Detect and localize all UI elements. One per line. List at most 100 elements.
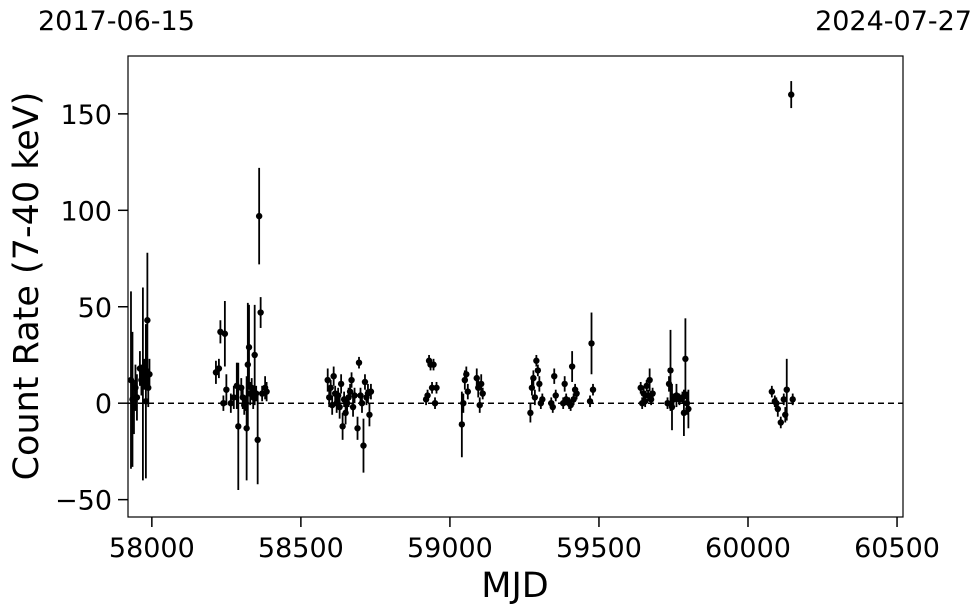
data-point — [552, 392, 559, 399]
data-point — [358, 399, 366, 407]
data-point — [244, 361, 252, 368]
data-point — [530, 374, 537, 382]
data-point — [257, 309, 264, 316]
data-point — [238, 384, 245, 391]
data-point — [679, 394, 686, 401]
data-point — [527, 409, 534, 417]
data-point — [664, 399, 671, 407]
data-point — [649, 390, 656, 397]
data-point — [342, 409, 349, 417]
data-point — [130, 403, 138, 411]
data-point — [461, 376, 469, 384]
data-point — [248, 384, 255, 391]
data-point — [534, 367, 542, 374]
data-point — [568, 363, 576, 370]
data-point — [533, 357, 540, 364]
data-point — [479, 390, 486, 397]
data-point — [463, 371, 470, 378]
data-point — [132, 384, 139, 391]
data-point — [330, 372, 337, 380]
data-point — [424, 392, 431, 399]
data-point — [220, 399, 227, 407]
y-tick-label: −50 — [55, 486, 112, 517]
data-point — [142, 398, 150, 405]
y-tick-label: 0 — [95, 389, 112, 420]
data-point — [243, 425, 250, 432]
x-tick-label: 58500 — [258, 533, 344, 564]
data-point — [221, 330, 229, 337]
data-point — [665, 380, 673, 388]
data-point — [139, 380, 147, 388]
data-point — [223, 386, 230, 393]
data-point — [360, 442, 367, 449]
data-point — [643, 382, 650, 390]
data-point — [351, 392, 358, 399]
data-point — [682, 355, 689, 363]
data-point — [647, 396, 655, 403]
data-point — [144, 317, 151, 324]
data-point — [782, 411, 789, 418]
data-point — [774, 405, 782, 413]
start-date-label: 2017-06-15 — [38, 6, 195, 37]
data-point — [430, 361, 437, 368]
data-point — [783, 386, 790, 393]
x-tick-label: 59500 — [556, 533, 642, 564]
data-point — [263, 388, 270, 395]
data-point — [361, 378, 369, 386]
data-point — [239, 394, 246, 401]
data-point — [242, 399, 249, 407]
y-tick-label: 50 — [78, 293, 112, 324]
data-point — [646, 376, 653, 384]
data-point — [789, 396, 796, 403]
data-point — [460, 399, 467, 407]
data-point — [570, 396, 577, 403]
data-point — [339, 423, 346, 430]
data-point — [326, 394, 333, 401]
data-point — [366, 411, 373, 418]
data-point — [133, 394, 141, 401]
data-point — [146, 371, 153, 378]
data-point — [348, 376, 355, 384]
data-point — [478, 380, 485, 388]
data-point — [345, 394, 352, 401]
data-point — [464, 388, 472, 395]
data-point — [255, 212, 263, 220]
data-point — [367, 388, 375, 395]
data-point — [346, 388, 354, 395]
data-point — [551, 372, 558, 380]
x-axis-label: MJD — [481, 566, 548, 606]
y-tick-label: 100 — [60, 196, 112, 227]
data-point — [327, 384, 334, 391]
data-point — [458, 421, 466, 428]
data-point — [127, 376, 135, 384]
data-point — [567, 401, 574, 409]
data-point — [354, 425, 361, 432]
data-point — [641, 398, 649, 405]
end-date-label: 2024-07-27 — [815, 6, 972, 37]
errorbar-layer — [130, 81, 794, 490]
data-point — [252, 390, 260, 397]
data-point — [324, 376, 331, 384]
data-point — [586, 398, 594, 405]
data-point — [539, 396, 546, 403]
data-point — [227, 399, 235, 407]
data-point — [433, 384, 440, 391]
data-point — [768, 388, 776, 395]
plot-frame — [127, 55, 904, 518]
data-point — [337, 380, 345, 388]
data-point — [573, 390, 580, 397]
data-point — [145, 384, 152, 391]
data-point — [349, 403, 357, 411]
y-tick-label: 150 — [60, 100, 112, 131]
data-point — [334, 392, 342, 399]
data-point — [136, 365, 144, 372]
data-point — [476, 401, 483, 409]
data-point — [251, 351, 258, 359]
data-point — [473, 374, 480, 382]
x-tick-label: 60500 — [854, 533, 940, 564]
x-tick-label: 59000 — [407, 533, 493, 564]
data-point — [637, 384, 644, 391]
data-point — [215, 365, 223, 372]
x-tick-label: 58000 — [109, 533, 195, 564]
